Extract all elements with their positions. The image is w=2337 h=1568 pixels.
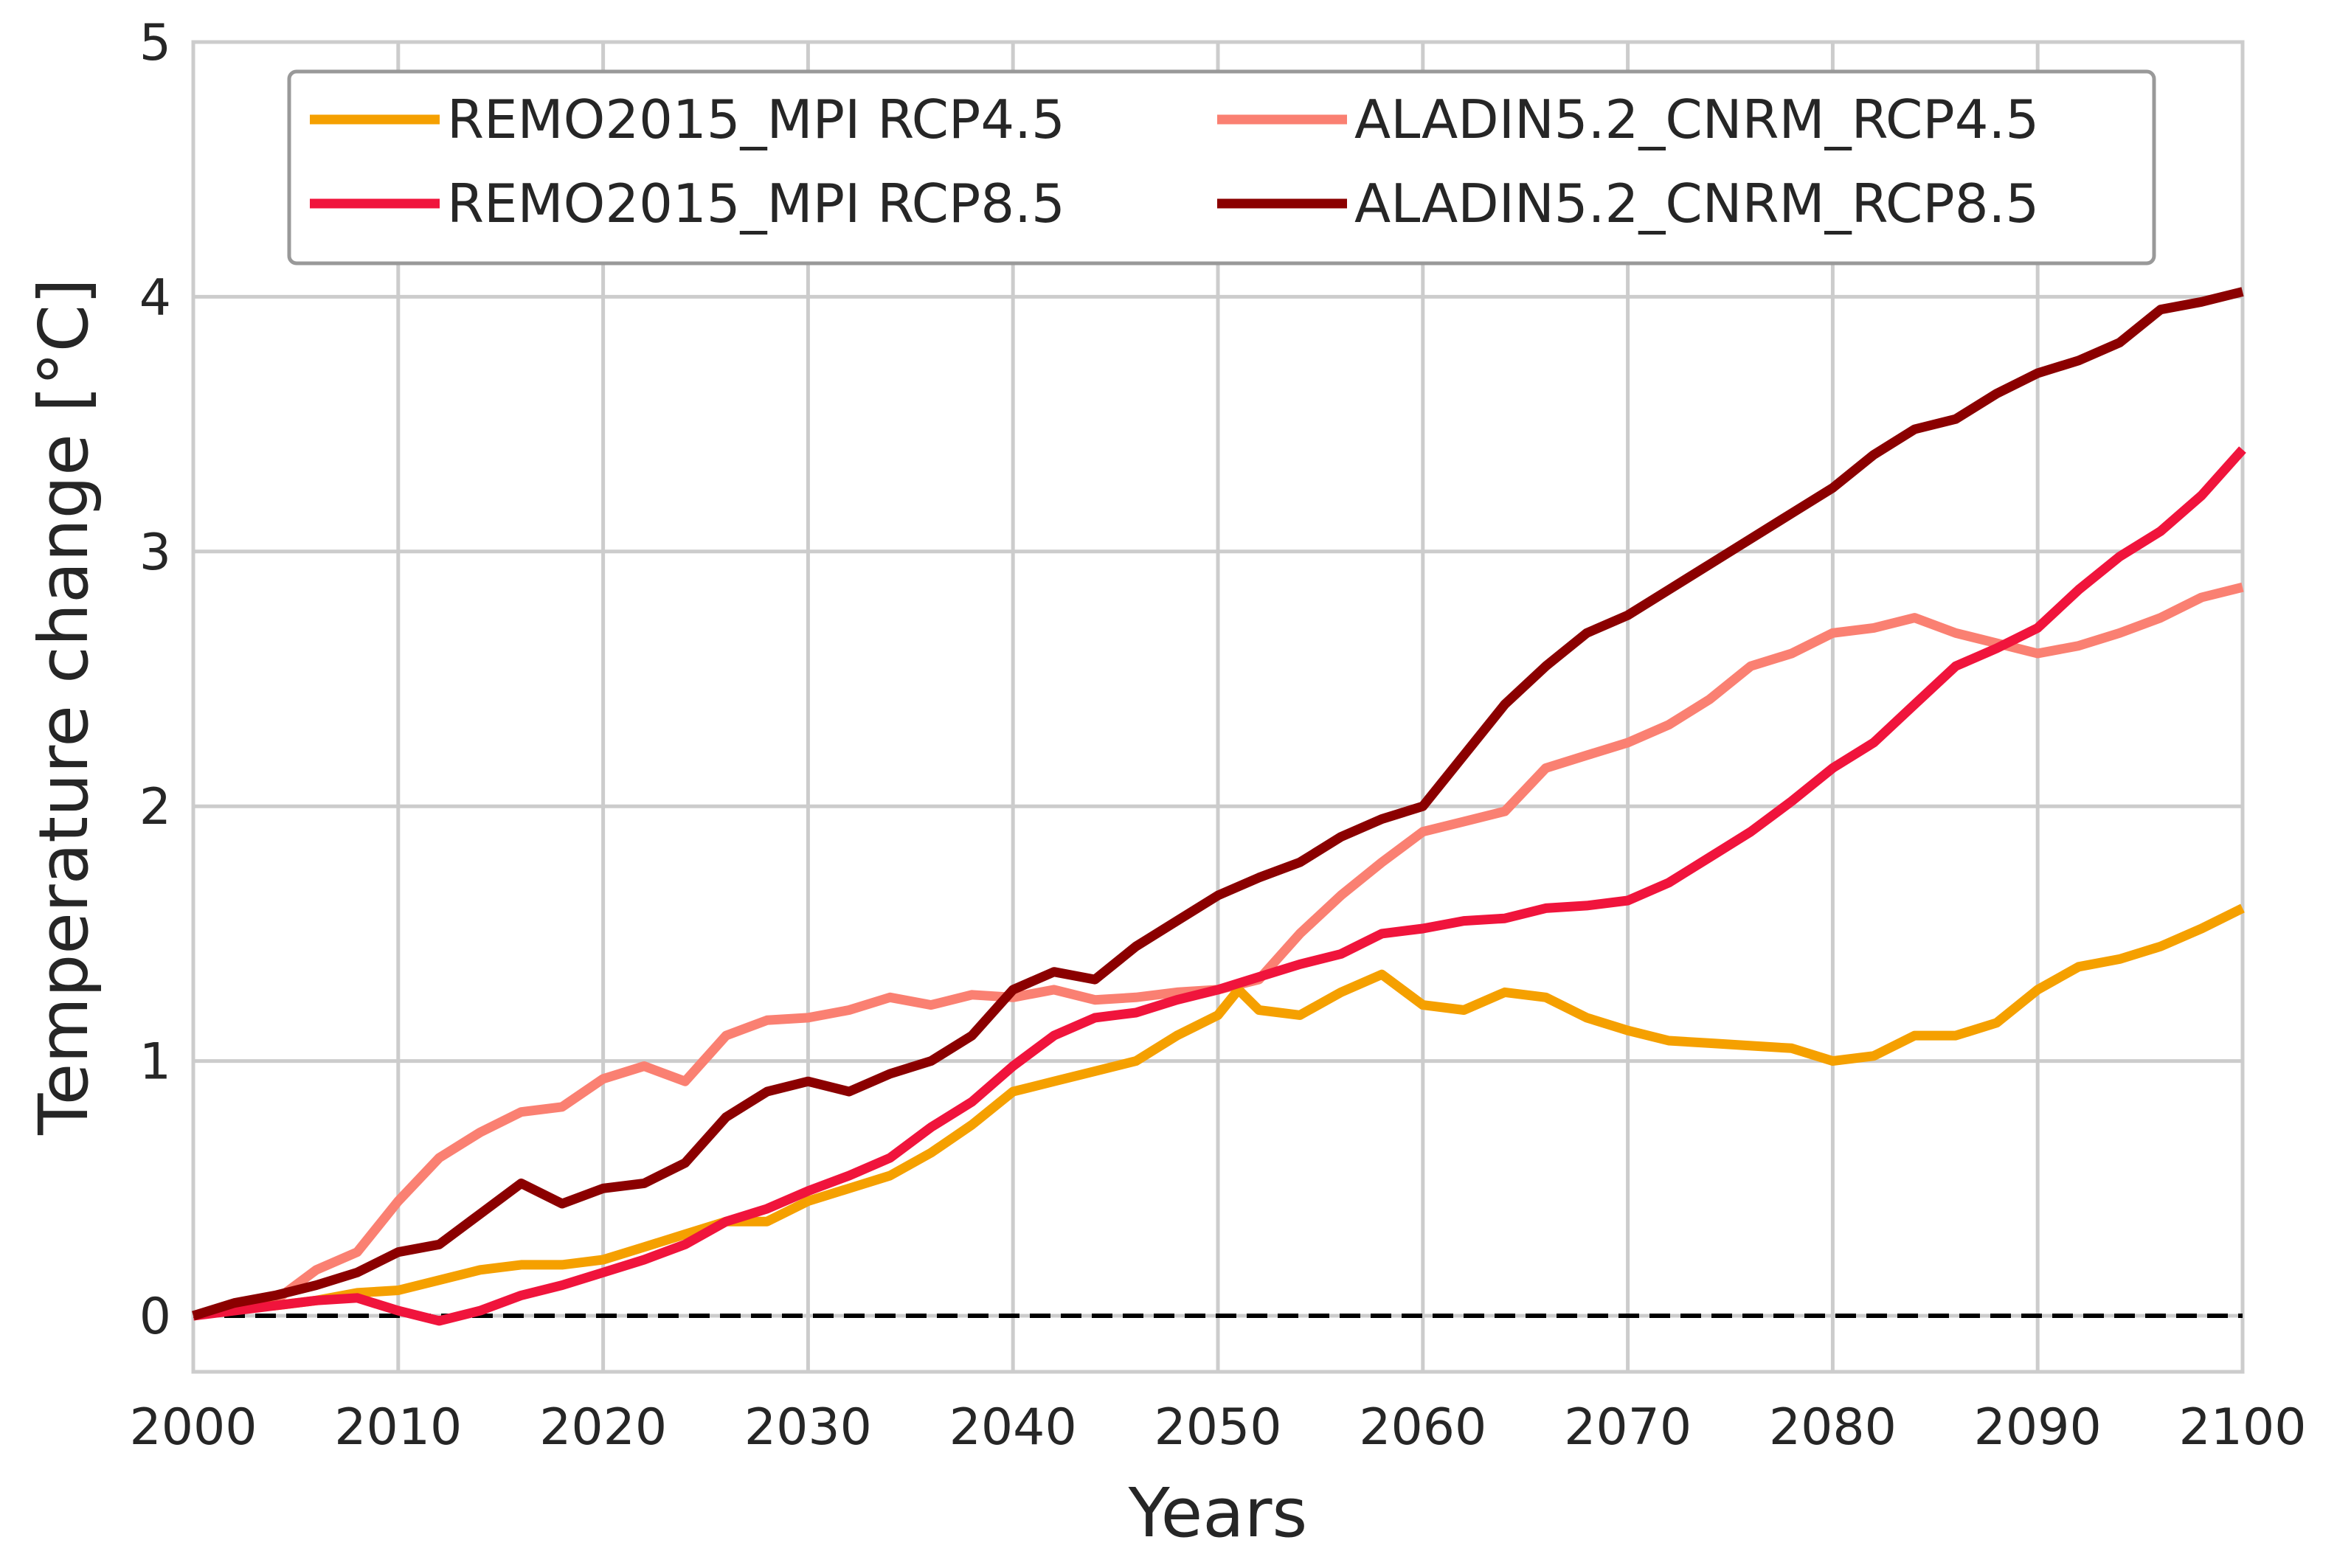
legend-box (287, 69, 2156, 266)
y-tick-label: 0 (139, 1288, 171, 1346)
x-tick-label: 2100 (2178, 1398, 2306, 1457)
series-line-aladin-rcp85 (192, 287, 2244, 1321)
plot-border (191, 40, 2245, 1374)
x-tick-label: 2040 (949, 1398, 1077, 1457)
x-tick-label: 2030 (744, 1398, 872, 1457)
y-axis-title: Temperature change [°C] (24, 278, 103, 1136)
y-tick-label: 1 (139, 1033, 171, 1092)
legend-label-aladin-rcp45: ALADIN5.2_CNRM_RCP4.5 (1354, 89, 2039, 150)
y-tick-label: 2 (139, 778, 171, 836)
legend-label-remo-rcp85: REMO2015_MPI RCP8.5 (447, 173, 1065, 235)
plot-frame (191, 40, 2245, 1374)
x-tick-label: 2010 (334, 1398, 462, 1457)
legend-label-aladin-rcp85: ALADIN5.2_CNRM_RCP8.5 (1354, 173, 2039, 235)
series-line-remo-rcp85 (193, 446, 2246, 1326)
x-tick-label: 2080 (1769, 1398, 1897, 1457)
x-tick-label: 2070 (1564, 1398, 1692, 1457)
legend-label-remo-rcp45: REMO2015_MPI RCP4.5 (447, 89, 1065, 150)
y-tick-label: 5 (139, 14, 171, 72)
y-tick-label: 4 (139, 268, 171, 327)
x-axis-title: Years (1128, 1474, 1308, 1553)
series-group (192, 287, 2246, 1326)
x-tick-label: 2060 (1359, 1398, 1486, 1457)
x-tick-labels: 2000 2010 2020 2030 2040 2050 2060 2070 2080 2090… (129, 1398, 2306, 1457)
y-tick-labels: 0 1 2 3 4 5 (139, 14, 171, 1346)
x-tick-label: 2020 (539, 1398, 667, 1457)
y-tick-label: 3 (139, 524, 171, 582)
x-tick-label: 2050 (1154, 1398, 1281, 1457)
x-tick-label: 2090 (1974, 1398, 2102, 1457)
series-line-remo-rcp45 (192, 903, 2245, 1321)
x-tick-label: 2000 (129, 1398, 257, 1457)
legend: REMO2015_MPI RCP4.5 REMO2015_MPI RCP8.5 AL… (287, 69, 2156, 266)
